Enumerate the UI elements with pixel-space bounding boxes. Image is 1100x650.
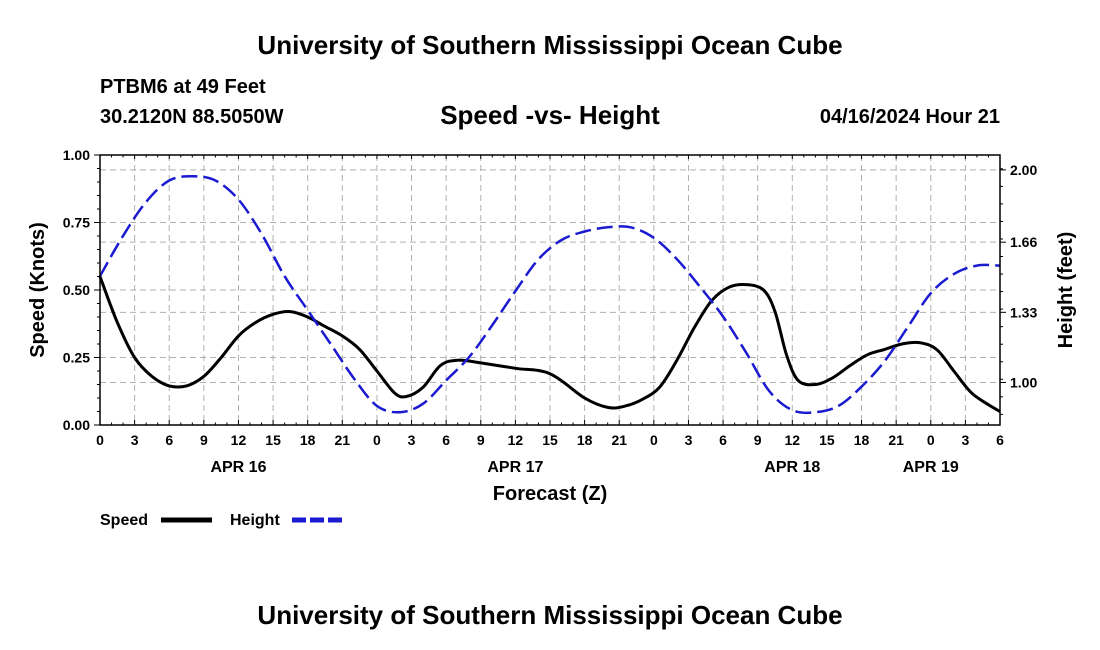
y2-tick-label: 1.00 xyxy=(1010,374,1037,390)
footer-title: University of Southern Mississippi Ocean… xyxy=(257,600,843,630)
x-tick-label: 6 xyxy=(996,432,1004,448)
legend-speed-label: Speed xyxy=(100,512,148,529)
legend-height-label: Height xyxy=(230,512,280,529)
x-tick-label: 6 xyxy=(165,432,173,448)
x-tick-label: 21 xyxy=(611,432,627,448)
x-tick-label: 3 xyxy=(685,432,693,448)
x-tick-label: 6 xyxy=(442,432,450,448)
grid xyxy=(100,155,1000,425)
x-tick-label: 0 xyxy=(373,432,381,448)
date-label: APR 17 xyxy=(487,459,543,476)
y-tick-label: 0.75 xyxy=(63,215,90,231)
x-tick-label: 18 xyxy=(854,432,870,448)
y-tick-label: 0.25 xyxy=(63,350,90,366)
axes: 0 3 6 9 12 15 18 21 0 3 6 9 12 15 18 21 0 3 6 9 12 15 18 21 0 3 6 A… xyxy=(63,147,1038,476)
x-axis-title: Forecast (Z) xyxy=(493,483,607,505)
legend: Speed Height xyxy=(100,512,343,529)
x-tick-label: 9 xyxy=(754,432,762,448)
y2-tick-label: 1.33 xyxy=(1010,304,1037,320)
station-label: PTBM6 at 49 Feet xyxy=(100,76,266,98)
coordinates-label: 30.2120N 88.5050W xyxy=(100,106,284,128)
x-tick-label: 0 xyxy=(650,432,658,448)
x-tick-label: 15 xyxy=(265,432,281,448)
chart-title: University of Southern Mississippi Ocean… xyxy=(257,30,843,60)
x-tick-label: 18 xyxy=(300,432,316,448)
date-label: APR 16 xyxy=(210,459,266,476)
speed-series-line xyxy=(98,275,1001,413)
x-tick-label: 15 xyxy=(819,432,835,448)
x-tick-label: 12 xyxy=(231,432,247,448)
x-tick-label: 3 xyxy=(131,432,139,448)
x-tick-label: 9 xyxy=(200,432,208,448)
y2-tick-label: 1.66 xyxy=(1010,234,1037,250)
x-tick-label: 12 xyxy=(785,432,801,448)
x-tick-label: 0 xyxy=(96,432,104,448)
x-tick-label: 9 xyxy=(477,432,485,448)
y-axis-title: Speed (Knots) xyxy=(27,222,49,358)
date-label: APR 18 xyxy=(764,459,820,476)
y-tick-label: 1.00 xyxy=(63,147,90,163)
x-tick-label: 21 xyxy=(335,432,351,448)
x-tick-label: 15 xyxy=(542,432,558,448)
y2-tick-label: 2.00 xyxy=(1010,162,1037,178)
x-tick-label: 18 xyxy=(577,432,593,448)
x-tick-label: 6 xyxy=(719,432,727,448)
y2-axis-title: Height (feet) xyxy=(1055,232,1077,349)
x-tick-label: 3 xyxy=(408,432,416,448)
x-tick-label: 12 xyxy=(508,432,524,448)
x-tick-label: 3 xyxy=(961,432,969,448)
chart-subtitle: Speed -vs- Height xyxy=(440,100,660,130)
y-tick-label: 0.00 xyxy=(63,417,90,433)
series xyxy=(98,175,1001,415)
height-series-line xyxy=(98,175,1001,415)
y-tick-label: 0.50 xyxy=(63,282,90,298)
x-tick-label: 21 xyxy=(888,432,904,448)
date-label: APR 19 xyxy=(903,459,959,476)
forecast-datestamp: 04/16/2024 Hour 21 xyxy=(819,106,1000,128)
x-tick-label: 0 xyxy=(927,432,935,448)
